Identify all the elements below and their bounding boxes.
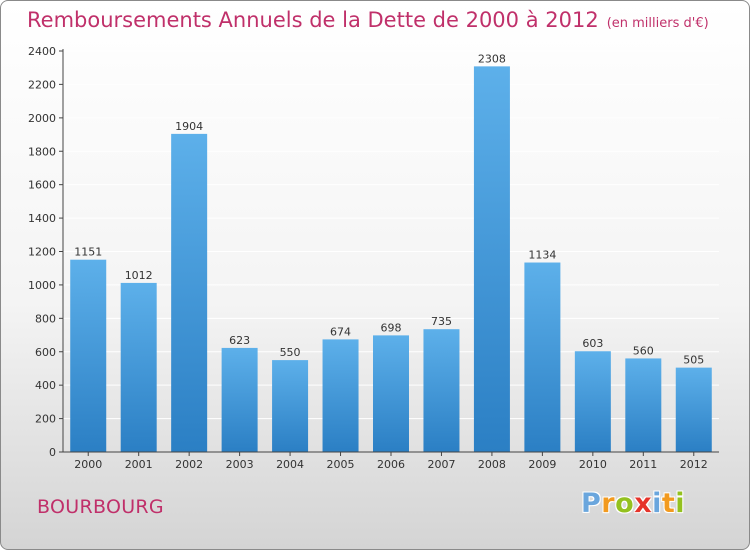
data-label: 674 bbox=[330, 325, 351, 338]
bar-2006 bbox=[373, 335, 409, 452]
chart-title-text: Remboursements Annuels de la Dette de 20… bbox=[27, 8, 599, 32]
y-tick-label: 1800 bbox=[28, 145, 56, 158]
bar-2011 bbox=[625, 358, 662, 452]
chart-subtitle: (en milliers d'€) bbox=[606, 16, 709, 31]
y-tick-label: 600 bbox=[35, 346, 56, 359]
bar-layer bbox=[70, 66, 712, 452]
data-label: 623 bbox=[229, 334, 250, 347]
y-tick-label: 1200 bbox=[28, 246, 56, 259]
logo-letter: x bbox=[634, 488, 653, 519]
y-tick-label: 400 bbox=[35, 379, 56, 392]
logo-letter: r bbox=[601, 488, 616, 519]
x-tick-label: 2003 bbox=[226, 458, 254, 471]
bar-2009 bbox=[524, 262, 561, 452]
bar-2008 bbox=[473, 66, 510, 452]
y-tick-label: 2200 bbox=[28, 78, 56, 91]
data-label: 1151 bbox=[74, 246, 102, 259]
data-label: 1134 bbox=[528, 249, 556, 262]
data-label: 2308 bbox=[478, 52, 506, 65]
axis-layer: 0 200 400 600 800 1000 1200 1400 1600 1800 2000 220… bbox=[28, 45, 719, 471]
x-tick-label: 2007 bbox=[427, 458, 455, 471]
x-tick-label: 2004 bbox=[276, 458, 304, 471]
y-tick-label: 800 bbox=[35, 312, 56, 325]
y-tick-label: 2400 bbox=[28, 45, 56, 58]
chart-title: Remboursements Annuels de la Dette de 20… bbox=[27, 8, 709, 32]
data-label: 550 bbox=[280, 346, 301, 359]
x-tick-label: 2002 bbox=[175, 458, 203, 471]
data-label: 698 bbox=[381, 321, 402, 334]
bar-2010 bbox=[574, 351, 611, 452]
x-tick-label: 2006 bbox=[377, 458, 405, 471]
data-label: 735 bbox=[431, 315, 452, 328]
bar-2007 bbox=[423, 329, 460, 452]
x-tick-label: 2000 bbox=[74, 458, 102, 471]
logo-letter: o bbox=[615, 488, 635, 519]
logo-letter: t bbox=[661, 488, 676, 519]
x-tick-label: 2001 bbox=[125, 458, 153, 471]
x-tick-label: 2008 bbox=[478, 458, 506, 471]
data-label: 603 bbox=[582, 337, 603, 350]
bar-2012 bbox=[675, 367, 712, 452]
proxiti-logo: Proxiti bbox=[581, 488, 685, 519]
data-label: 505 bbox=[683, 354, 704, 367]
bar-2003 bbox=[221, 347, 258, 452]
y-tick-label: 1600 bbox=[28, 179, 56, 192]
data-label: 560 bbox=[633, 344, 654, 357]
data-label: 1904 bbox=[175, 120, 203, 133]
x-tick-label: 2009 bbox=[528, 458, 556, 471]
x-tick-label: 2011 bbox=[629, 458, 657, 471]
logo-letter: i bbox=[652, 488, 662, 519]
data-label: 1012 bbox=[125, 269, 153, 282]
y-tick-label: 200 bbox=[35, 413, 56, 426]
logo-letter: i bbox=[675, 488, 686, 519]
x-tick-label: 2010 bbox=[579, 458, 607, 471]
x-tick-label: 2012 bbox=[680, 458, 708, 471]
y-tick-label: 2000 bbox=[28, 112, 56, 125]
bar-2001 bbox=[120, 282, 157, 452]
location-label: BOURBOURG bbox=[37, 496, 164, 518]
label-layer: 1151 1012 1904 623 550 674 698 735 2308 1134 603 56… bbox=[74, 52, 704, 366]
x-tick-label: 2005 bbox=[327, 458, 355, 471]
y-tick-label: 1400 bbox=[28, 212, 56, 225]
y-tick-label: 0 bbox=[49, 446, 56, 459]
bar-2002 bbox=[171, 133, 208, 452]
bar-2005 bbox=[322, 339, 359, 452]
bar-2004 bbox=[272, 360, 309, 452]
y-tick-label: 1000 bbox=[28, 279, 56, 292]
logo-letter: P bbox=[581, 488, 602, 519]
bar-2000 bbox=[70, 259, 107, 452]
